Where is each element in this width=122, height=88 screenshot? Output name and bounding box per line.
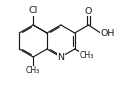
Text: CH₃: CH₃ [79, 51, 94, 60]
Text: CH₃: CH₃ [26, 66, 40, 75]
Text: OH: OH [101, 29, 115, 37]
Text: Cl: Cl [29, 6, 38, 15]
Text: O: O [85, 7, 92, 16]
Text: N: N [57, 53, 64, 62]
